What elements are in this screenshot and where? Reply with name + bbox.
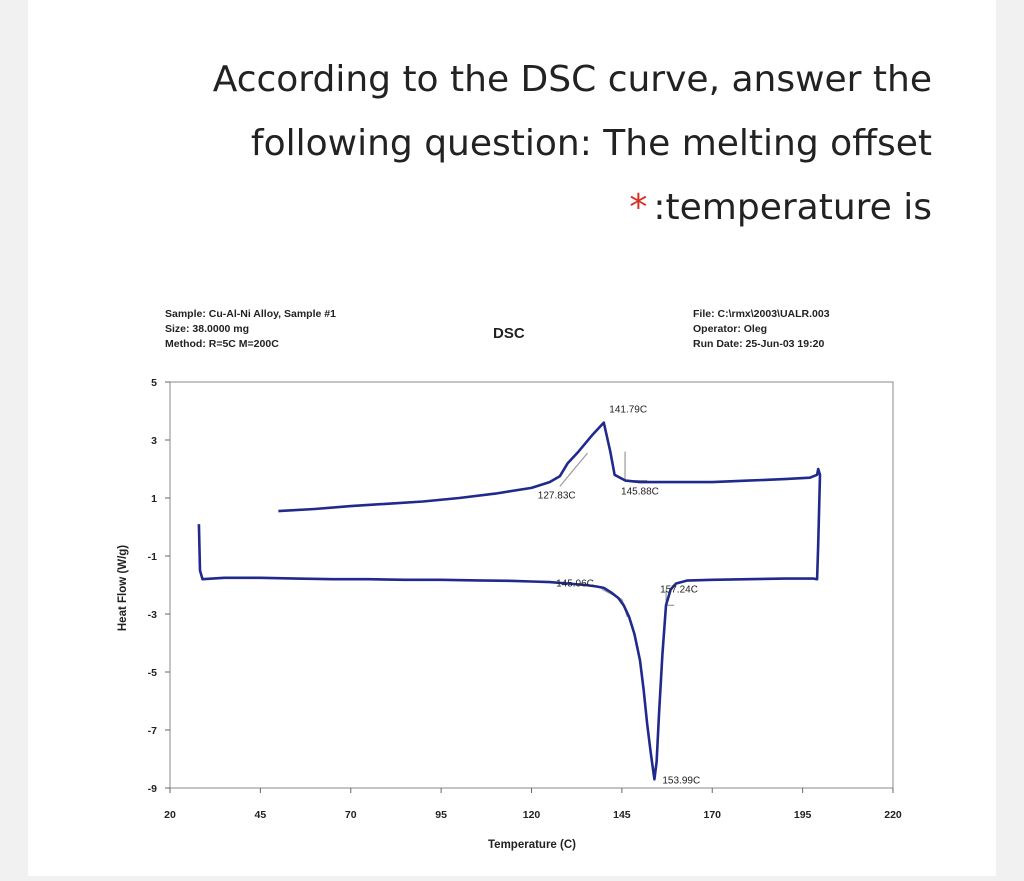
x-tick-label: 145 [613, 809, 631, 821]
annotation-label: 157.24C [660, 584, 698, 595]
y-axis-ticks: 5 3 1 -1 -3 -5 -7 -9 [148, 377, 170, 795]
annotation-label: 141.79C [609, 405, 647, 416]
chart-title: DSC [493, 325, 525, 342]
header-right-line-1: File: C:\rmx\2003\UALR.003 [693, 308, 830, 320]
y-tick-label: -3 [148, 609, 157, 621]
tangent-line [559, 452, 588, 487]
header-left-line-3: Method: R=5C M=200C [165, 338, 279, 350]
x-tick-label: 195 [794, 809, 812, 821]
x-tick-label: 220 [884, 809, 902, 821]
question-line-2: following question: The melting offset [250, 123, 932, 164]
x-tick-label: 95 [435, 809, 447, 821]
plot-frame [169, 381, 894, 789]
y-tick-label: -9 [148, 783, 157, 795]
header-right-line-2: Operator: Oleg [693, 323, 767, 335]
y-axis-title: Heat Flow (W/g) [117, 545, 129, 631]
y-tick-label: -7 [148, 725, 157, 737]
y-tick-label: -5 [148, 667, 157, 679]
header-left-line-2: Size: 38.0000 mg [165, 323, 249, 335]
x-axis-ticks: 20 45 70 95 120 145 170 195 220 [164, 788, 902, 821]
x-tick-label: 70 [345, 809, 357, 821]
x-tick-label: 20 [164, 809, 176, 821]
header-right-line-3: Run Date: 25-Jun-03 19:20 [693, 338, 824, 350]
y-tick-label: 5 [151, 377, 157, 389]
y-tick-label: 3 [151, 435, 157, 447]
annotation-label: 145.06C [556, 579, 594, 590]
annotations: 141.79C 127.83C 145.88C 145.06C 157.24C 153.9… [538, 405, 700, 787]
y-tick-label: 1 [151, 493, 157, 505]
x-axis-title: Temperature (C) [488, 839, 576, 851]
question-text: According to the DSC curve, answer the f… [112, 48, 932, 240]
x-tick-label: 120 [523, 809, 541, 821]
question-line-1: According to the DSC curve, answer the [212, 59, 932, 100]
header-left-line-1: Sample: Cu-Al-Ni Alloy, Sample #1 [165, 308, 336, 320]
annotation-label: 153.99C [662, 775, 700, 786]
dsc-curve [197, 421, 822, 781]
question-card [28, 0, 996, 876]
annotation-label: 127.83C [538, 490, 576, 501]
y-tick-label: -1 [148, 551, 157, 563]
x-tick-label: 170 [703, 809, 721, 821]
question-line-3-text: :temperature is [653, 187, 932, 228]
question-line-3: *:temperature is [112, 176, 932, 240]
annotation-label: 145.88C [621, 487, 659, 498]
x-tick-label: 45 [255, 809, 267, 821]
required-asterisk: * [629, 187, 648, 228]
